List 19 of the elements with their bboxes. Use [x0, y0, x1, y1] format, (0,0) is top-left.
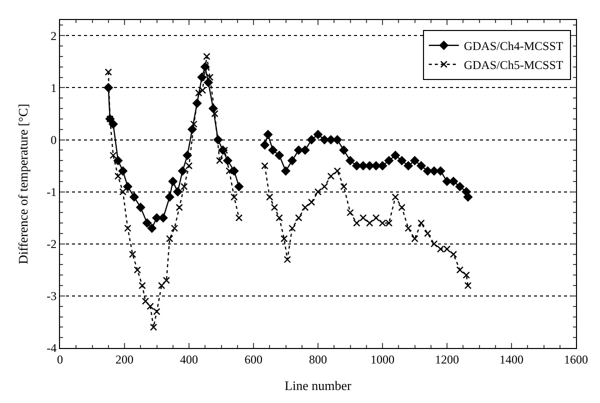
y-tick-label: 1 — [50, 80, 57, 95]
x-tick-label: 600 — [244, 352, 262, 366]
y-tick-label: 0 — [50, 132, 57, 147]
x-tick-label: 1400 — [500, 352, 524, 366]
x-axis-title: Line number — [284, 378, 352, 393]
x-tick-label: 800 — [309, 352, 327, 366]
y-tick-label: -3 — [46, 289, 57, 304]
y-axis-title: Difference of temperature [°C] — [16, 104, 31, 264]
x-tick-label: 400 — [180, 352, 198, 366]
x-tick-label: 1000 — [370, 352, 394, 366]
y-tick-label: -1 — [46, 185, 57, 200]
y-tick-label: -2 — [46, 237, 57, 252]
y-tick-label: -4 — [46, 341, 57, 356]
x-tick-label: 1600 — [564, 352, 588, 366]
legend-label: GDAS/Ch5-MCSST — [464, 58, 564, 72]
legend-label: GDAS/Ch4-MCSST — [464, 39, 564, 54]
x-tick-label: 200 — [116, 352, 134, 366]
y-tick-label: 2 — [50, 28, 57, 43]
x-tick-label: 1200 — [435, 352, 459, 366]
